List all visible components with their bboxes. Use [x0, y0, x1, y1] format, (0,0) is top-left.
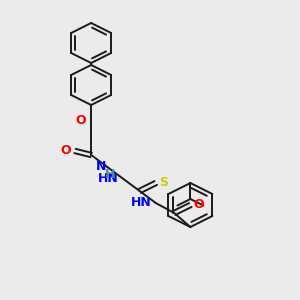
Text: HN: HN	[130, 196, 151, 208]
Text: N: N	[96, 160, 107, 172]
Text: O: O	[194, 199, 205, 212]
Text: HN: HN	[98, 172, 119, 184]
Text: O: O	[61, 145, 71, 158]
Text: H: H	[104, 169, 115, 182]
Text: S: S	[159, 176, 168, 190]
Text: O: O	[76, 115, 86, 128]
